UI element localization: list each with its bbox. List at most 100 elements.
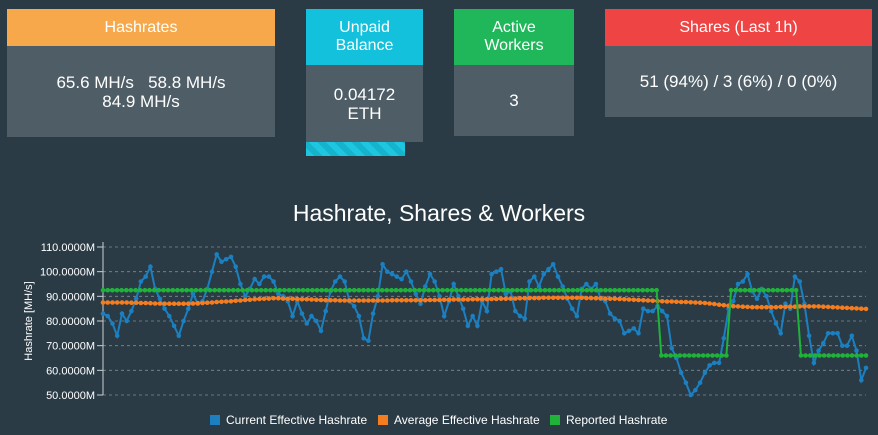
data-point [494, 296, 499, 302]
data-point [584, 287, 590, 293]
data-point [370, 298, 376, 303]
data-point [375, 287, 380, 293]
data-point [574, 313, 580, 319]
data-point [797, 279, 802, 284]
data-point [370, 311, 376, 316]
data-point [840, 305, 845, 310]
data-point [219, 259, 224, 265]
data-point [803, 353, 808, 358]
data-point [622, 297, 627, 302]
data-point [271, 296, 276, 301]
data-point [403, 287, 408, 293]
data-point [249, 287, 255, 293]
data-point [465, 297, 471, 302]
data-point [203, 287, 208, 293]
data-point [508, 296, 513, 301]
data-point [766, 287, 771, 293]
y-tick-label: 110.0000M [41, 242, 95, 254]
data-point [417, 287, 422, 293]
data-point [356, 313, 362, 319]
data-point [193, 287, 199, 293]
data-point [783, 304, 788, 310]
data-point [309, 313, 314, 319]
data-point [470, 297, 476, 302]
data-point [305, 287, 311, 293]
data-point [496, 287, 501, 293]
data-point [513, 308, 518, 314]
data-point [742, 287, 748, 293]
data-point [792, 274, 798, 279]
data-point [797, 304, 802, 309]
data-point [863, 365, 869, 371]
data-point [821, 304, 826, 309]
data-point [494, 269, 499, 274]
data-point [475, 323, 480, 329]
data-point [702, 300, 708, 306]
data-point [156, 287, 162, 293]
data-point [669, 345, 674, 351]
data-point [318, 328, 324, 334]
data-point [621, 287, 627, 293]
data-point [817, 353, 822, 358]
data-point [309, 297, 314, 302]
data-point [324, 287, 329, 293]
data-point [268, 287, 273, 293]
data-point [778, 304, 783, 310]
hashrates-values-line1: 65.6 MH/s 58.8 MH/s [56, 72, 226, 92]
data-point [849, 333, 855, 339]
data-point [435, 287, 441, 293]
data-point [705, 353, 711, 358]
data-point [176, 301, 182, 306]
data-point [626, 287, 631, 293]
data-point [514, 287, 520, 293]
data-point [735, 304, 741, 309]
active-workers-value: 3 [509, 91, 519, 110]
data-point [784, 287, 790, 293]
data-point [314, 297, 319, 303]
data-point [840, 343, 845, 348]
data-point [252, 276, 257, 282]
data-point [266, 274, 272, 279]
data-point [351, 303, 357, 309]
data-point [296, 287, 301, 293]
data-point [133, 300, 139, 305]
data-point [536, 284, 542, 289]
data-point [844, 343, 850, 348]
data-point [366, 298, 371, 303]
data-point [157, 296, 163, 302]
data-point [100, 300, 106, 305]
series-line-0 [102, 251, 867, 397]
data-point [598, 287, 604, 293]
hashrates-card-body: 65.6 MH/s 58.8 MH/s 84.9 MH/s [7, 46, 275, 137]
data-point [579, 287, 585, 293]
data-point [659, 353, 664, 358]
data-point [484, 308, 490, 314]
data-point [276, 296, 281, 301]
data-point [162, 301, 167, 306]
data-point [143, 300, 148, 306]
data-point [830, 331, 836, 336]
data-point [798, 353, 804, 358]
data-point [186, 306, 191, 311]
data-point [503, 291, 509, 297]
data-point [712, 360, 717, 366]
data-point [546, 266, 551, 272]
data-point [617, 318, 622, 324]
data-point [807, 353, 813, 358]
data-point [645, 308, 651, 314]
data-point [854, 348, 859, 353]
data-point [456, 294, 461, 299]
data-point [258, 287, 264, 293]
data-point [816, 348, 821, 353]
data-point [612, 296, 618, 302]
y-axis-label: Hashrate [MH/s] [23, 281, 35, 360]
unpaid-balance-card: Unpaid Balance 0.04172 ETH [306, 9, 423, 156]
data-point [167, 301, 172, 306]
data-point [775, 287, 780, 293]
data-point [384, 287, 390, 293]
data-point [148, 300, 153, 306]
data-point [844, 305, 850, 311]
data-point [503, 296, 509, 302]
data-point [351, 287, 357, 293]
data-point [423, 298, 428, 303]
